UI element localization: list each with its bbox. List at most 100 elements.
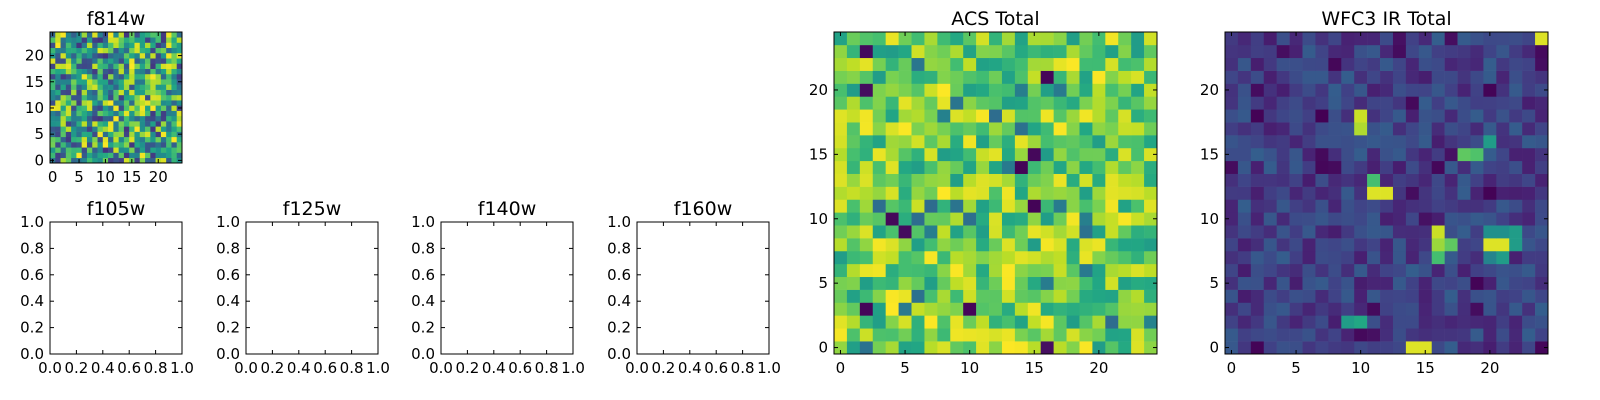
plot-frame bbox=[245, 221, 379, 355]
heatmap-cell bbox=[1105, 225, 1119, 239]
heatmap-cell bbox=[1105, 276, 1119, 290]
heatmap-cell bbox=[65, 68, 72, 75]
heatmap-cell bbox=[55, 94, 61, 101]
heatmap-cell bbox=[1079, 315, 1093, 329]
heatmap-cell bbox=[1144, 341, 1158, 355]
heatmap-cell bbox=[1105, 289, 1119, 303]
heatmap-cell bbox=[937, 276, 951, 290]
heatmap-cell bbox=[76, 121, 82, 127]
heatmap-cell bbox=[1457, 199, 1471, 213]
x-tick-label: 1.0 bbox=[561, 359, 585, 377]
heatmap-cell bbox=[1237, 109, 1252, 123]
heatmap-cell bbox=[1328, 96, 1342, 110]
heatmap-cell bbox=[97, 115, 104, 122]
heatmap-cell bbox=[145, 157, 151, 164]
heatmap-cell bbox=[1444, 109, 1458, 123]
x-tick-label: 0.8 bbox=[731, 359, 755, 377]
heatmap-cell bbox=[134, 47, 141, 54]
heatmap-cell bbox=[1405, 70, 1420, 84]
heatmap-cell bbox=[1289, 160, 1303, 174]
heatmap-cell bbox=[950, 341, 964, 355]
heatmap-cell bbox=[1470, 44, 1484, 59]
heatmap-cell bbox=[1418, 250, 1433, 265]
heatmap-cell bbox=[166, 52, 172, 59]
heatmap-cell bbox=[160, 94, 167, 101]
heatmap-cell bbox=[859, 186, 874, 200]
heatmap-cell bbox=[976, 96, 990, 110]
x-tick-label: 0.0 bbox=[234, 359, 258, 377]
heatmap-cell bbox=[118, 32, 125, 38]
heatmap-cell bbox=[859, 238, 874, 252]
heatmap-cell bbox=[134, 115, 141, 122]
heatmap-cell bbox=[898, 263, 912, 278]
heatmap-cell bbox=[1315, 160, 1329, 174]
x-tick-label: 0.2 bbox=[455, 359, 479, 377]
heatmap-cell bbox=[97, 147, 104, 153]
heatmap-cell bbox=[102, 89, 109, 96]
heatmap-cell bbox=[834, 173, 848, 187]
heatmap-cell bbox=[950, 238, 964, 252]
heatmap-cell bbox=[1302, 276, 1316, 290]
heatmap-cell bbox=[1250, 96, 1265, 110]
heatmap-cell bbox=[1014, 147, 1029, 162]
heatmap-cell bbox=[898, 70, 912, 84]
heatmap-cell bbox=[1079, 160, 1093, 174]
x-tick-label: 10 bbox=[96, 168, 115, 186]
heatmap-cell bbox=[166, 142, 172, 148]
heatmap-cell bbox=[60, 121, 67, 127]
heatmap-cell bbox=[55, 84, 61, 90]
heatmap-cell bbox=[1105, 109, 1119, 123]
heatmap-cell bbox=[145, 73, 151, 80]
heatmap-cell bbox=[1014, 160, 1029, 174]
heatmap-cell bbox=[81, 100, 88, 106]
heatmap-cell bbox=[160, 47, 167, 54]
heatmap-cell bbox=[1092, 109, 1106, 123]
heatmap-cell bbox=[859, 302, 874, 316]
heatmap-cell bbox=[1276, 173, 1290, 187]
heatmap-cell bbox=[872, 328, 886, 342]
heatmap-cell bbox=[1341, 186, 1355, 200]
heatmap-cell bbox=[1380, 70, 1394, 84]
heatmap-cell bbox=[1027, 70, 1042, 84]
heatmap-cell bbox=[1066, 122, 1080, 136]
heatmap-cell bbox=[1289, 186, 1303, 200]
heatmap-cell bbox=[118, 115, 125, 122]
heatmap-cell bbox=[1263, 83, 1277, 97]
heatmap-cell bbox=[129, 131, 135, 138]
heatmap-cell bbox=[1118, 57, 1132, 71]
heatmap-cell bbox=[1328, 122, 1342, 136]
heatmap-cell bbox=[1302, 32, 1316, 46]
y-tick-label: 0.4 bbox=[411, 292, 435, 310]
heatmap-cell bbox=[134, 94, 141, 101]
heatmap-cell bbox=[859, 160, 874, 174]
heatmap-cell bbox=[171, 63, 178, 69]
heatmap-cell bbox=[976, 135, 990, 149]
heatmap-cell bbox=[1289, 147, 1303, 162]
heatmap-cell bbox=[176, 58, 183, 64]
heatmap-cell bbox=[1066, 341, 1080, 355]
heatmap-cell bbox=[1079, 96, 1093, 110]
heatmap-cell bbox=[1328, 173, 1342, 187]
heatmap-cell bbox=[885, 173, 899, 187]
heatmap-cell bbox=[1341, 173, 1355, 187]
heatmap-cell bbox=[924, 263, 938, 278]
heatmap-cell bbox=[1457, 109, 1471, 123]
heatmap-cell bbox=[846, 135, 861, 149]
heatmap-cell bbox=[1014, 96, 1029, 110]
heatmap-cell bbox=[976, 173, 990, 187]
heatmap-cell bbox=[71, 32, 77, 38]
heatmap-cell bbox=[145, 142, 151, 148]
heatmap-cell bbox=[86, 115, 93, 122]
heatmap-cell bbox=[1131, 225, 1145, 239]
heatmap-cell bbox=[846, 328, 861, 342]
heatmap-cell bbox=[108, 79, 114, 85]
heatmap-cell bbox=[1405, 263, 1420, 278]
heatmap-cell bbox=[1470, 70, 1484, 84]
heatmap-cell bbox=[1405, 96, 1420, 110]
heatmap-cell bbox=[1225, 289, 1239, 303]
heatmap-cell bbox=[134, 126, 141, 132]
heatmap-cell bbox=[1431, 122, 1445, 136]
heatmap-cell bbox=[1014, 109, 1029, 123]
heatmap-cell bbox=[1418, 302, 1433, 316]
heatmap-cell bbox=[108, 157, 114, 164]
